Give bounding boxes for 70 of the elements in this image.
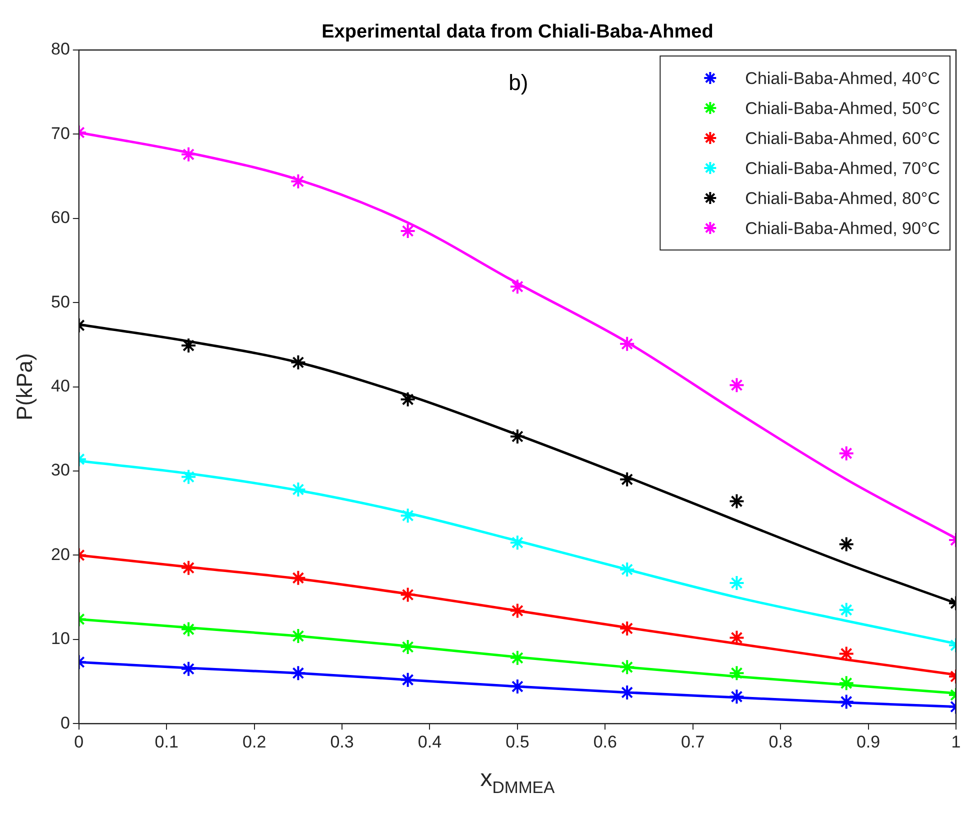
point <box>400 672 416 688</box>
point <box>838 694 854 710</box>
point <box>838 536 854 552</box>
point <box>400 391 416 408</box>
point <box>838 646 854 662</box>
y-tick-label: 20 <box>50 544 70 564</box>
point <box>400 508 416 524</box>
point <box>180 468 197 485</box>
y-tick-label: 40 <box>50 376 70 396</box>
x-tick-label: 0.6 <box>593 732 617 752</box>
y-axis-title: P(kPa) <box>12 353 37 420</box>
point <box>509 534 526 551</box>
legend-label: Chiali-Baba-Ahmed, 40°C <box>745 69 940 88</box>
point <box>728 377 745 394</box>
point <box>838 675 854 692</box>
point <box>619 562 636 578</box>
legend-label: Chiali-Baba-Ahmed, 80°C <box>745 189 940 208</box>
point <box>509 602 526 619</box>
point <box>619 471 636 488</box>
x-tick-label: 0.8 <box>768 732 792 752</box>
y-tick-label: 0 <box>60 713 70 732</box>
legend-label: Chiali-Baba-Ahmed, 70°C <box>745 159 940 178</box>
x-tick-label: 0 <box>74 732 84 752</box>
point <box>838 445 854 462</box>
x-tick-label: 0.7 <box>681 732 705 752</box>
point <box>728 688 745 705</box>
x-tick-label: 0.4 <box>418 732 442 752</box>
point <box>619 336 636 352</box>
y-tick-label: 10 <box>50 629 70 648</box>
x-tick-label: 0.1 <box>154 732 178 752</box>
point <box>509 428 526 444</box>
point <box>728 493 745 510</box>
point <box>728 665 745 682</box>
annotation: b) <box>508 70 528 95</box>
point <box>290 570 306 586</box>
y-tick-label: 30 <box>50 460 70 480</box>
legend-label: Chiali-Baba-Ahmed, 90°C <box>745 219 940 238</box>
point <box>400 586 416 603</box>
y-tick-label: 50 <box>50 292 70 312</box>
point <box>290 173 306 190</box>
point <box>400 223 416 240</box>
point <box>619 659 636 676</box>
x-tick-label: 0.3 <box>330 732 354 752</box>
point <box>728 574 745 591</box>
point <box>290 665 306 682</box>
point <box>728 630 745 646</box>
point <box>400 638 416 655</box>
x-tick-label: 0.2 <box>242 732 266 752</box>
y-tick-label: 60 <box>50 208 70 228</box>
point <box>619 684 636 700</box>
point <box>180 560 197 576</box>
point <box>290 628 306 644</box>
point <box>180 338 197 354</box>
legend-label: Chiali-Baba-Ahmed, 50°C <box>745 99 940 118</box>
point <box>290 354 306 370</box>
y-tick-label: 80 <box>50 40 70 59</box>
chart-title: Experimental data from Chiali-Baba-Ahmed <box>322 22 714 43</box>
x-tick-label: 1 <box>951 732 961 752</box>
legend-label: Chiali-Baba-Ahmed, 60°C <box>745 129 940 148</box>
point <box>180 621 197 638</box>
point <box>290 482 306 498</box>
point <box>838 602 854 618</box>
point <box>509 650 526 666</box>
point <box>180 146 197 162</box>
y-tick-label: 70 <box>50 124 70 143</box>
point <box>180 660 197 677</box>
x-tick-label: 0.9 <box>856 732 880 752</box>
x-tick-label: 0.5 <box>506 732 530 752</box>
point <box>509 278 526 295</box>
point <box>509 678 526 695</box>
